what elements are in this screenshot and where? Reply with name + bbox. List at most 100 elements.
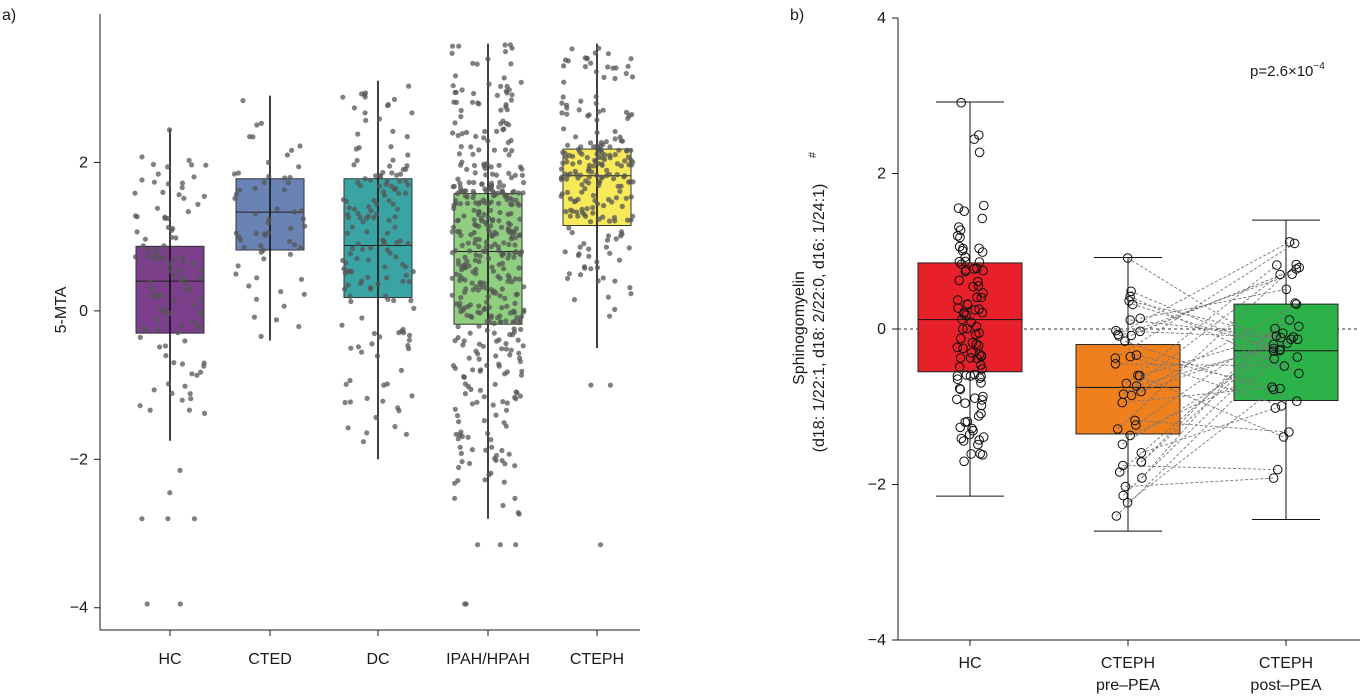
panel-a-point bbox=[376, 183, 382, 189]
panel-a-point bbox=[386, 198, 392, 204]
panel-a-point bbox=[613, 65, 619, 71]
panel-a-point bbox=[612, 152, 618, 158]
panel-a-point bbox=[396, 190, 402, 196]
panel-a-point bbox=[501, 479, 507, 485]
panel-a-point bbox=[165, 516, 171, 522]
panel-a-point bbox=[403, 272, 409, 278]
panel-a-point bbox=[504, 303, 510, 309]
panel-a-point bbox=[406, 332, 413, 338]
panel-a-point bbox=[483, 172, 489, 178]
panel-a-point bbox=[231, 171, 238, 177]
panel-b-point bbox=[969, 369, 980, 380]
panel-b-point bbox=[958, 324, 968, 334]
panel-a-point bbox=[579, 209, 586, 216]
panel-a-point bbox=[371, 215, 377, 221]
panel-a-point bbox=[488, 244, 494, 250]
panel-a-point bbox=[165, 224, 171, 230]
panel-a-point bbox=[400, 166, 406, 173]
panel-a-point bbox=[297, 143, 303, 149]
panel-a-point bbox=[462, 601, 468, 607]
panel-a-point bbox=[466, 179, 472, 185]
panel-b-point bbox=[973, 411, 984, 421]
panel-b-points bbox=[952, 97, 1304, 521]
panel-a-point bbox=[481, 418, 487, 424]
panel-a-point bbox=[142, 236, 148, 242]
panel-a-point bbox=[493, 172, 500, 178]
panel-a-x-tick-label: DC bbox=[366, 651, 389, 668]
panel-a-point bbox=[516, 190, 522, 196]
panel-a-point bbox=[628, 162, 635, 168]
panel-a-point bbox=[586, 253, 592, 259]
panel-a-point bbox=[198, 267, 204, 273]
panel-a-point bbox=[392, 214, 398, 220]
panel-a-point bbox=[503, 407, 510, 413]
panel-a-point bbox=[497, 542, 503, 548]
panel-a-point bbox=[579, 151, 585, 157]
panel-a-point bbox=[592, 157, 598, 163]
panel-a-point bbox=[469, 447, 475, 453]
panel-a-point bbox=[605, 233, 612, 239]
panel-a-point bbox=[475, 542, 481, 548]
panel-a-point bbox=[470, 60, 476, 66]
panel-a-point bbox=[619, 231, 625, 237]
panel-a-point bbox=[145, 254, 151, 260]
panel-a-point bbox=[347, 251, 353, 257]
panel-a-point bbox=[343, 198, 349, 204]
panel-a-point bbox=[558, 177, 565, 183]
panel-a-point bbox=[482, 128, 488, 135]
panel-a-point bbox=[471, 207, 477, 213]
panel-a-point bbox=[573, 134, 579, 140]
panel-b-pair-line bbox=[1141, 407, 1276, 454]
panel-a-point bbox=[572, 198, 579, 204]
panel-a-point bbox=[196, 275, 203, 281]
panel-a-point bbox=[513, 542, 519, 548]
panel-a-point bbox=[258, 333, 264, 339]
panel-a-point bbox=[564, 189, 571, 195]
panel-a-point bbox=[483, 239, 490, 245]
panel-a-point bbox=[461, 374, 467, 380]
panel-a-point bbox=[366, 204, 372, 210]
panel-a-point bbox=[498, 107, 504, 113]
panel-a-point bbox=[132, 254, 139, 260]
panel-a-y-tick-label: 0 bbox=[79, 303, 88, 320]
panel-b-point bbox=[968, 425, 978, 436]
panel-a-point bbox=[346, 205, 352, 211]
panel-a-point bbox=[518, 372, 525, 378]
panel-b-point bbox=[1112, 424, 1123, 434]
panel-a-point bbox=[364, 430, 370, 436]
panel-a-point bbox=[561, 79, 567, 85]
panel-a-point bbox=[509, 197, 515, 203]
panel-a-point bbox=[373, 173, 379, 179]
panel-a-point bbox=[612, 75, 618, 82]
panel-a-point bbox=[616, 147, 622, 153]
panel-b-point bbox=[961, 370, 972, 380]
panel-a-point bbox=[459, 159, 465, 165]
panel-b-point bbox=[974, 304, 984, 314]
panel-b-point bbox=[957, 245, 968, 256]
panel-a-point bbox=[457, 277, 463, 283]
panel-a-point bbox=[191, 174, 197, 180]
panel-a-point bbox=[405, 342, 411, 349]
panel-b-pair-line bbox=[1125, 477, 1274, 488]
panel-a-point bbox=[472, 240, 478, 246]
panel-a-point bbox=[462, 277, 468, 283]
panel-a-point bbox=[474, 399, 480, 405]
panel-a-point bbox=[456, 43, 462, 49]
panel-a-point bbox=[575, 252, 582, 258]
panel-a-point bbox=[496, 184, 502, 190]
panel-a-point bbox=[389, 170, 395, 176]
panel-a-point bbox=[452, 248, 458, 254]
panel-a-point bbox=[467, 330, 473, 336]
panel-a-point bbox=[462, 391, 468, 397]
panel-a-point bbox=[603, 139, 609, 145]
panel-a-point bbox=[489, 264, 495, 270]
panel-a-point bbox=[513, 226, 519, 232]
panel-a-point bbox=[153, 247, 159, 253]
panel-a-point bbox=[235, 170, 242, 176]
panel-a-point bbox=[378, 173, 384, 179]
panel-b-point bbox=[962, 323, 972, 334]
panel-a-point bbox=[173, 235, 179, 241]
panel-a-point bbox=[345, 425, 351, 431]
panel-a-point bbox=[488, 223, 494, 229]
panel-a-point bbox=[476, 341, 483, 347]
